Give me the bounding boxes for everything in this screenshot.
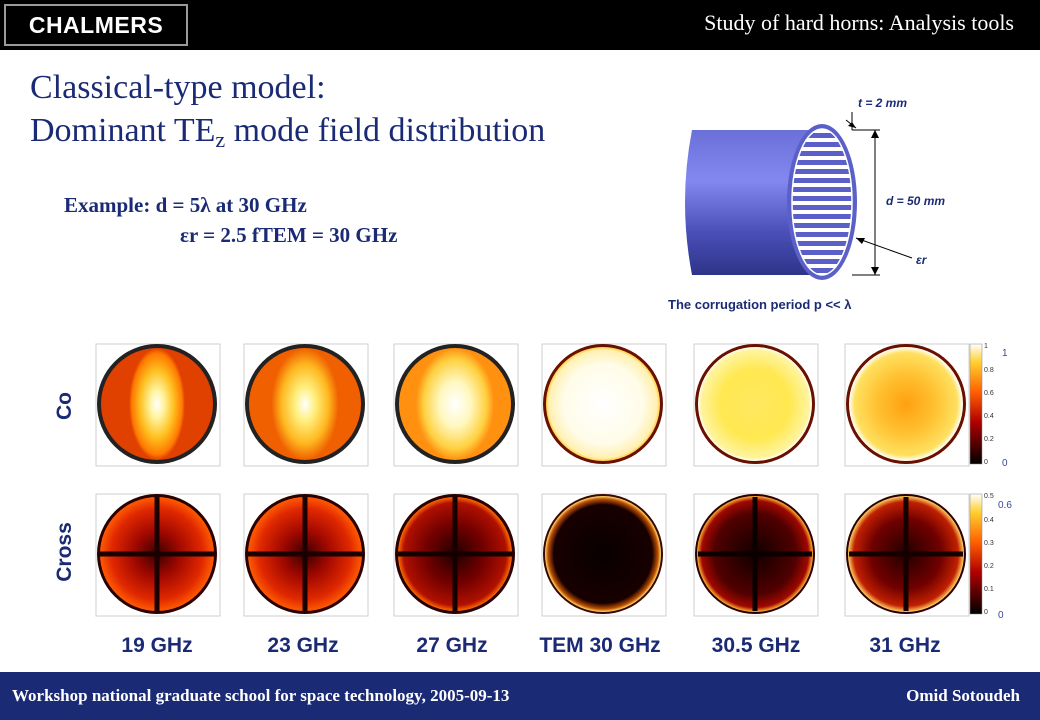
cross-cb-tick: 0.3 <box>984 540 994 547</box>
cross-cb-tick: 0.5 <box>984 493 994 500</box>
co-plot-30-5ghz <box>695 344 815 464</box>
slide-title: Classical-type model: Dominant TEz mode … <box>30 66 545 161</box>
co-cb-tick: 0 <box>984 459 988 466</box>
title-line-1: Classical-type model: <box>30 69 326 106</box>
title-line-2-sub: z <box>215 127 226 152</box>
cross-plot-19ghz <box>97 494 217 614</box>
cross-cb-tick: 0.2 <box>984 563 994 570</box>
thickness-label: t = 2 mm <box>858 96 908 110</box>
cross-plot-tem-30ghz <box>543 494 663 614</box>
frequency-labels: 19 GHz 23 GHz 27 GHz TEM 30 GHz 30.5 GHz… <box>0 634 1040 660</box>
cross-plot-27ghz <box>395 494 515 614</box>
horn-diagram: t = 2 mm d = 50 mm εr <box>670 90 970 325</box>
footer-author: Omid Sotoudeh <box>906 686 1020 705</box>
cross-plot-23ghz <box>245 494 365 614</box>
co-cb-tick: 0.4 <box>984 413 994 420</box>
co-plot-27ghz <box>395 344 515 464</box>
footer-bar: Workshop national graduate school for sp… <box>0 672 1040 720</box>
logo-text: CHALMERS <box>28 11 164 38</box>
freq-label: 27 GHz <box>416 634 488 657</box>
header-title: Study of hard horns: Analysis tools <box>704 10 1014 35</box>
co-cb-tick: 1 <box>984 343 988 350</box>
co-cb-tick: 0.6 <box>984 390 994 397</box>
footer-event: Workshop national graduate school for sp… <box>12 686 510 705</box>
example-text: Example: d = 5λ at 30 GHz εr = 2.5 fTEM … <box>64 190 397 250</box>
co-plot-19ghz <box>97 344 217 464</box>
co-cb-side-max: 1 <box>1002 348 1008 359</box>
horn-cylinder-illustration <box>685 112 913 280</box>
example-line-2: εr = 2.5 fTEM = 30 GHz <box>180 223 398 247</box>
diameter-label: d = 50 mm <box>886 194 946 208</box>
permittivity-label: εr <box>916 253 927 267</box>
header-bar: CHALMERS Study of hard horns: Analysis t… <box>0 0 1040 50</box>
plot-frames <box>95 343 970 617</box>
freq-label: 23 GHz <box>267 634 339 657</box>
freq-label: 19 GHz <box>121 634 193 657</box>
co-cb-side-min: 0 <box>1002 458 1008 469</box>
co-plot-31ghz <box>846 344 966 464</box>
cross-cb-tick: 0 <box>984 609 988 616</box>
freq-label: 30.5 GHz <box>711 634 801 657</box>
co-cb-tick: 0.2 <box>984 436 994 443</box>
cross-plot-31ghz <box>846 494 966 614</box>
cross-plot-30-5ghz <box>695 494 815 614</box>
freq-label: 31 GHz <box>869 634 941 657</box>
cross-cb-side-min: 0 <box>998 610 1004 621</box>
co-cb-tick: 0.8 <box>984 367 994 374</box>
cross-colorbar: 0.5 0.4 0.3 0.2 0.1 0 0.6 0 <box>969 493 1012 621</box>
freq-label: TEM 30 GHz <box>539 634 661 657</box>
title-line-2-end: mode field distribution <box>225 112 546 149</box>
co-plot-tem-30ghz <box>543 344 663 464</box>
example-line-1: Example: d = 5λ at 30 GHz <box>64 193 307 217</box>
cross-cb-tick: 0.4 <box>984 517 994 524</box>
title-line-2: Dominant TEz mode field distribution <box>30 109 545 161</box>
co-plot-23ghz <box>245 344 365 464</box>
corrugation-note: The corrugation period p << λ <box>668 297 852 312</box>
chalmers-logo: CHALMERS <box>4 4 188 46</box>
cross-cb-tick: 0.1 <box>984 586 994 593</box>
title-line-2-main: Dominant TE <box>30 112 216 149</box>
cross-cb-side-max: 0.6 <box>998 500 1012 511</box>
co-colorbar: 1 0.8 0.6 0.4 0.2 0 1 0 <box>969 343 1008 469</box>
